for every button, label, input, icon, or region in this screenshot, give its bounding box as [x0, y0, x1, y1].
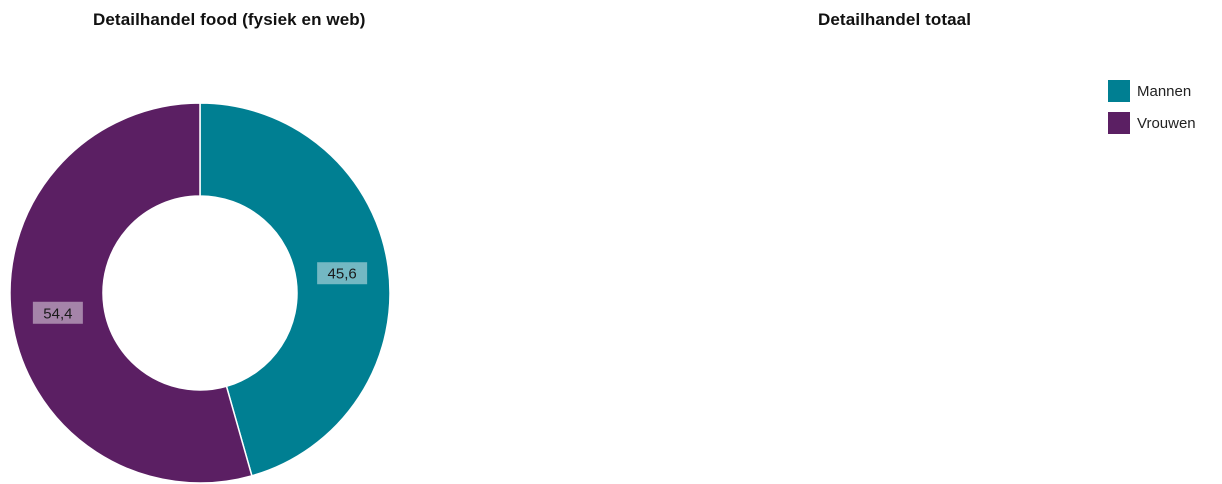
legend-label-vrouwen: Vrouwen [1137, 114, 1196, 132]
donut-chart-food: 45,6 54,4 [9, 102, 391, 484]
data-label-mannen: 45,6 [317, 262, 368, 285]
legend-label-mannen: Mannen [1137, 82, 1192, 100]
donut-slice-mannen[interactable] [199, 102, 391, 477]
data-label-box [317, 262, 368, 285]
data-label-text: 45,6 [328, 266, 357, 283]
legend-swatch-vrouwen [1108, 112, 1130, 134]
legend-swatch-mannen [1108, 80, 1130, 102]
data-label-vrouwen: 54,4 [32, 301, 83, 324]
legend-item-vrouwen[interactable]: Vrouwen [1108, 112, 1196, 134]
chart-title-food: Detailhandel food (fysiek en web) [93, 10, 366, 29]
legend-item-mannen[interactable]: Mannen [1108, 80, 1196, 102]
chart-title-totaal: Detailhandel totaal [818, 10, 972, 29]
data-label-box [32, 301, 83, 324]
data-label-text: 54,4 [43, 305, 72, 322]
chart-legend: Mannen Vrouwen [1108, 80, 1196, 144]
donut-slice-vrouwen[interactable] [9, 102, 253, 484]
